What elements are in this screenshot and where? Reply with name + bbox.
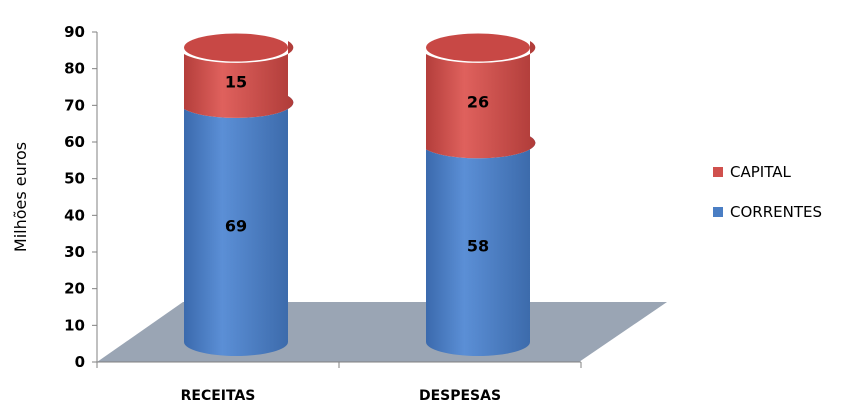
y-tick-label: 90 — [64, 23, 85, 41]
cylinder-receitas: 69 15 — [184, 33, 294, 356]
y-tick-label: 50 — [64, 170, 85, 188]
bar-capital-receitas — [184, 41, 294, 118]
legend-label: CAPITAL — [730, 163, 791, 181]
legend-swatch — [713, 167, 723, 177]
y-axis-title: Milhões euros — [11, 142, 30, 252]
y-tick-label: 70 — [64, 96, 85, 114]
data-label-capital-despesas: 26 — [467, 93, 489, 112]
bar-correntes-receitas — [184, 96, 294, 356]
x-category-label: RECEITAS — [181, 388, 256, 404]
cylinder-top — [426, 33, 530, 62]
bar-capital-despesas — [426, 41, 536, 159]
y-tick-label: 10 — [64, 316, 85, 334]
x-category-label: DESPESAS — [419, 388, 501, 404]
legend-swatch — [713, 207, 723, 217]
cylinder-top — [184, 33, 288, 62]
data-label-correntes-despesas: 58 — [467, 237, 489, 256]
legend-label: CORRENTES — [730, 203, 822, 221]
chart-floor — [97, 302, 667, 362]
data-label-correntes-receitas: 69 — [225, 217, 247, 236]
y-tick-label: 0 — [75, 353, 85, 371]
y-tick-label: 20 — [64, 280, 85, 298]
y-tick-label: 60 — [64, 133, 85, 151]
y-tick-label: 40 — [64, 206, 85, 224]
cylinder-despesas: 58 26 — [426, 33, 536, 356]
data-label-capital-receitas: 15 — [225, 73, 247, 92]
legend-item-correntes: CORRENTES — [713, 203, 822, 221]
y-tick-label: 30 — [64, 243, 85, 261]
bar-correntes-despesas — [426, 136, 536, 356]
y-tick-label: 80 — [64, 60, 85, 78]
legend-item-capital: CAPITAL — [713, 163, 791, 181]
